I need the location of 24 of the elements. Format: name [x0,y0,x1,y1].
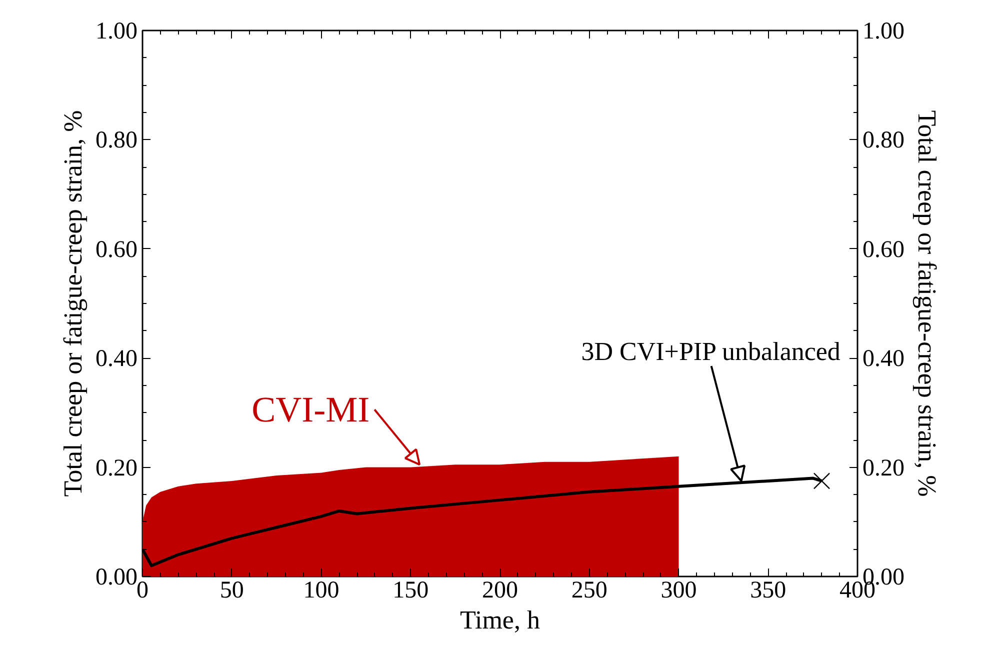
y2-tick-label: 0.20 [862,455,904,482]
y2-tick-label: 1.00 [862,18,904,44]
x-tick-label: 50 [220,578,244,604]
x-tick-label: 150 [392,578,429,604]
annotation: CVI-MI [252,390,370,430]
x-tick-label: 0 [136,578,148,604]
y-tick-label: 0.20 [96,455,138,482]
x-tick-label: 200 [482,578,518,604]
x-axis-title: Time, h [460,606,540,634]
y-tick-label: 0.60 [96,236,138,263]
y-axis-title: Total creep or fatigue-creep strain, % [58,110,88,497]
y-tick-label: 0.80 [96,128,138,154]
y2-tick-label: 0.40 [862,346,904,372]
x-tick-label: 250 [571,578,608,604]
y-tick-label: 1.00 [96,18,138,44]
y2-tick-label: 0.80 [862,128,904,154]
x-tick-label: 300 [660,578,697,604]
annotation: 3D CVI+PIP unbalanced [581,336,840,366]
x-tick-label: 350 [750,578,786,604]
y2-tick-label: 0.60 [862,236,904,263]
y-tick-label: 0.40 [96,346,138,372]
y-tick-label: 0.00 [96,564,138,590]
x-tick-label: 100 [303,578,340,604]
y2-axis-title: Total creep or fatigue-creep strain, % [912,110,942,497]
